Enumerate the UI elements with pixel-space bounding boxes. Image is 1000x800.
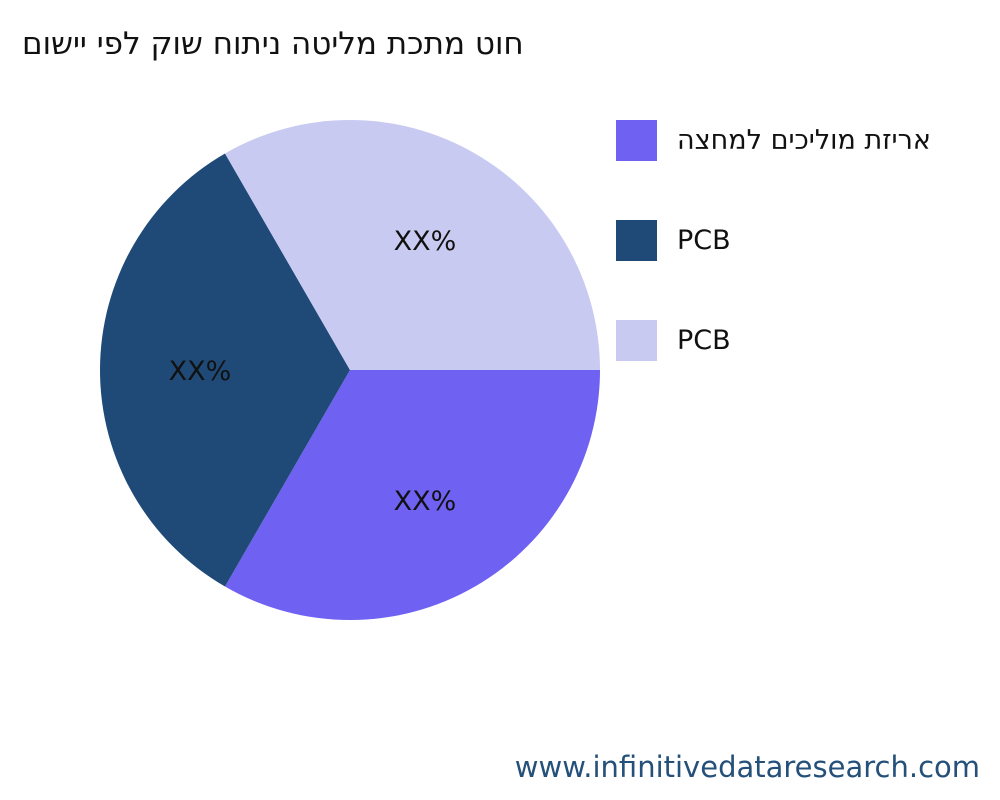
pie-slice <box>225 119 600 370</box>
legend-label: הצחמל םיכילומ תזירא <box>677 124 931 156</box>
pie-slice <box>225 370 600 620</box>
slice-data-label: XX% <box>169 356 232 387</box>
source-watermark: www.infinitivedataresearch.com <box>514 750 980 784</box>
chart-title: םושיי יפל קוש חותינ הטילמ תכתמ טוח <box>22 26 524 62</box>
legend-item: PCB <box>616 319 731 361</box>
legend-swatch <box>616 119 657 161</box>
legend-item: PCB <box>616 219 731 261</box>
legend-label: PCB <box>677 224 731 256</box>
legend-swatch <box>616 219 657 261</box>
legend-swatch <box>616 319 657 361</box>
legend-label: PCB <box>677 324 731 356</box>
slice-data-label: XX% <box>394 226 457 257</box>
legend-item: הצחמל םיכילומ תזירא <box>616 119 931 161</box>
slice-data-label: XX% <box>394 486 457 517</box>
